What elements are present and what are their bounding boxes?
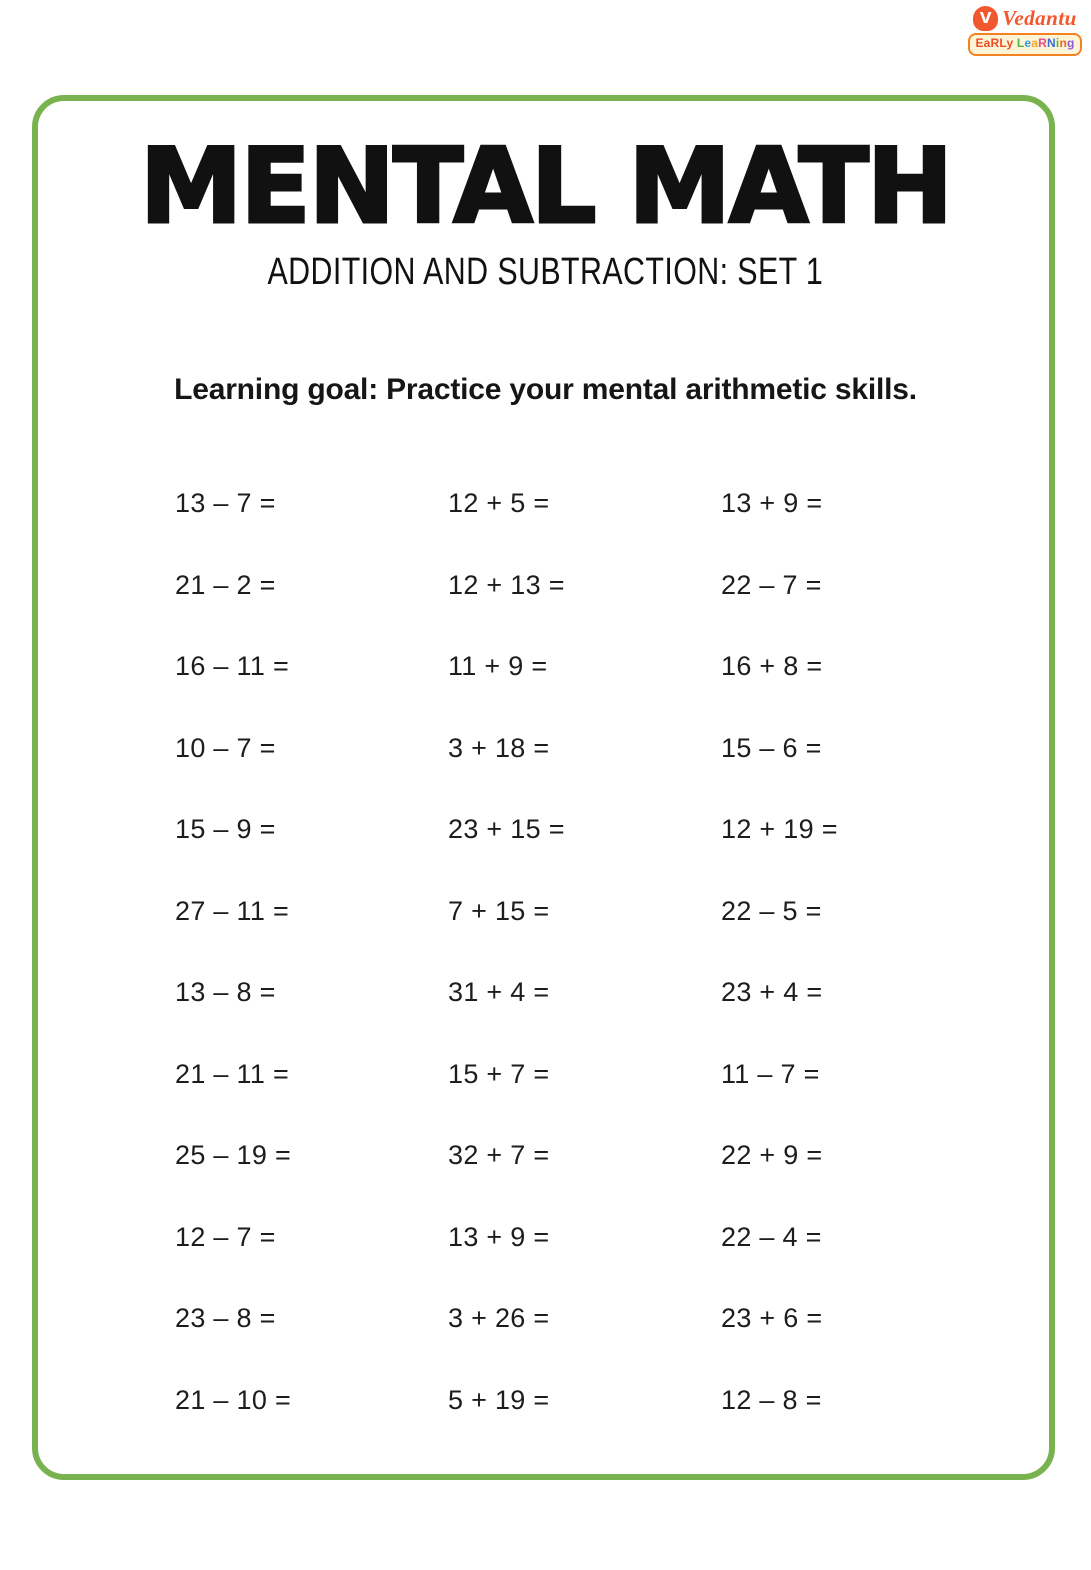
problem-cell: 21 – 11 = [175,1058,290,1089]
badge-letter: e [1024,36,1032,50]
learning-goal: Learning goal: Practice your mental arit… [174,373,917,406]
problem-cell: 21 – 2 = [175,569,276,600]
badge-word2: LeaRNing [1017,36,1075,50]
problem-cell: 3 + 26 = [448,1303,550,1333]
problem-cell: 22 + 9 = [721,1140,823,1170]
problem-cell: 11 + 9 = [448,651,548,681]
problem-cell: 10 – 7 = [175,732,276,763]
badge-letter: a [1031,36,1039,50]
problem-cell: 15 + 7 = [448,1058,550,1089]
problem-cell: 11 – 7 = [721,1058,820,1089]
brand-row: V Vedantu [973,6,1077,31]
problem-cell: 23 – 8 = [175,1303,276,1333]
problem-cell: 3 + 18 = [448,732,550,763]
problem-cell: 22 – 5 = [721,895,822,926]
problem-cell: 23 + 4 = [721,977,823,1007]
problem-cell: 13 + 9 = [448,1221,550,1252]
problem-cell: 23 + 6 = [721,1303,823,1333]
problem-cell: 27 – 11 = [175,895,290,926]
problem-cell: 13 + 9 = [721,488,823,518]
badge-letter: L [1016,36,1025,50]
problem-cell: 23 + 15 = [448,814,565,844]
problem-cell: 25 – 19 = [175,1140,292,1170]
problem-cell: 15 – 6 = [721,732,822,763]
problem-cell: 12 – 8 = [721,1384,822,1415]
early-learning-badge: EaRLy LeaRNing [968,33,1082,56]
problem-cell: 12 + 13 = [448,569,565,600]
green-border-frame [32,95,1055,1480]
problem-cell: 12 + 19 = [721,814,838,844]
vedantu-v-icon: V [973,6,999,31]
problems-grid: 13 – 7 = 12 + 5 = 13 + 9 = 21 – 2 = 12 + 13 … [175,490,941,1468]
page-subtitle: ADDITION AND SUBTRACTION: SET 1 [267,251,824,293]
badge-letter: n [1059,36,1067,50]
badge-letter: R [1038,36,1048,50]
problem-cell: 22 – 4 = [721,1221,822,1252]
badge-letter: g [1067,36,1075,50]
problem-cell: 15 – 9 = [175,814,276,844]
problem-cell: 31 + 4 = [448,977,550,1007]
vedantu-logo: V Vedantu EaRLy LeaRNing [963,6,1087,56]
problem-cell: 32 + 7 = [448,1140,550,1170]
problem-cell: 22 – 7 = [721,569,822,600]
problem-cell: 12 – 7 = [175,1221,276,1252]
problem-cell: 13 – 7 = [175,488,276,518]
problem-cell: 16 – 11 = [175,651,290,681]
subtitle-wrap: ADDITION AND SUBTRACTION: SET 1 [0,253,1091,291]
problem-cell: 12 + 5 = [448,488,550,518]
brand-name: Vedantu [1002,6,1077,30]
problem-cell: 16 + 8 = [721,651,823,681]
problem-cell: 21 – 10 = [175,1384,292,1415]
page-title: MENTAL MATH [138,127,954,247]
badge-letter: i [1055,36,1060,50]
badge-letter: N [1047,36,1056,50]
badge-word1: EaRLy [975,36,1017,50]
problem-cell: 13 – 8 = [175,977,276,1007]
problem-cell: 7 + 15 = [448,895,550,926]
problem-cell: 5 + 19 = [448,1384,550,1415]
